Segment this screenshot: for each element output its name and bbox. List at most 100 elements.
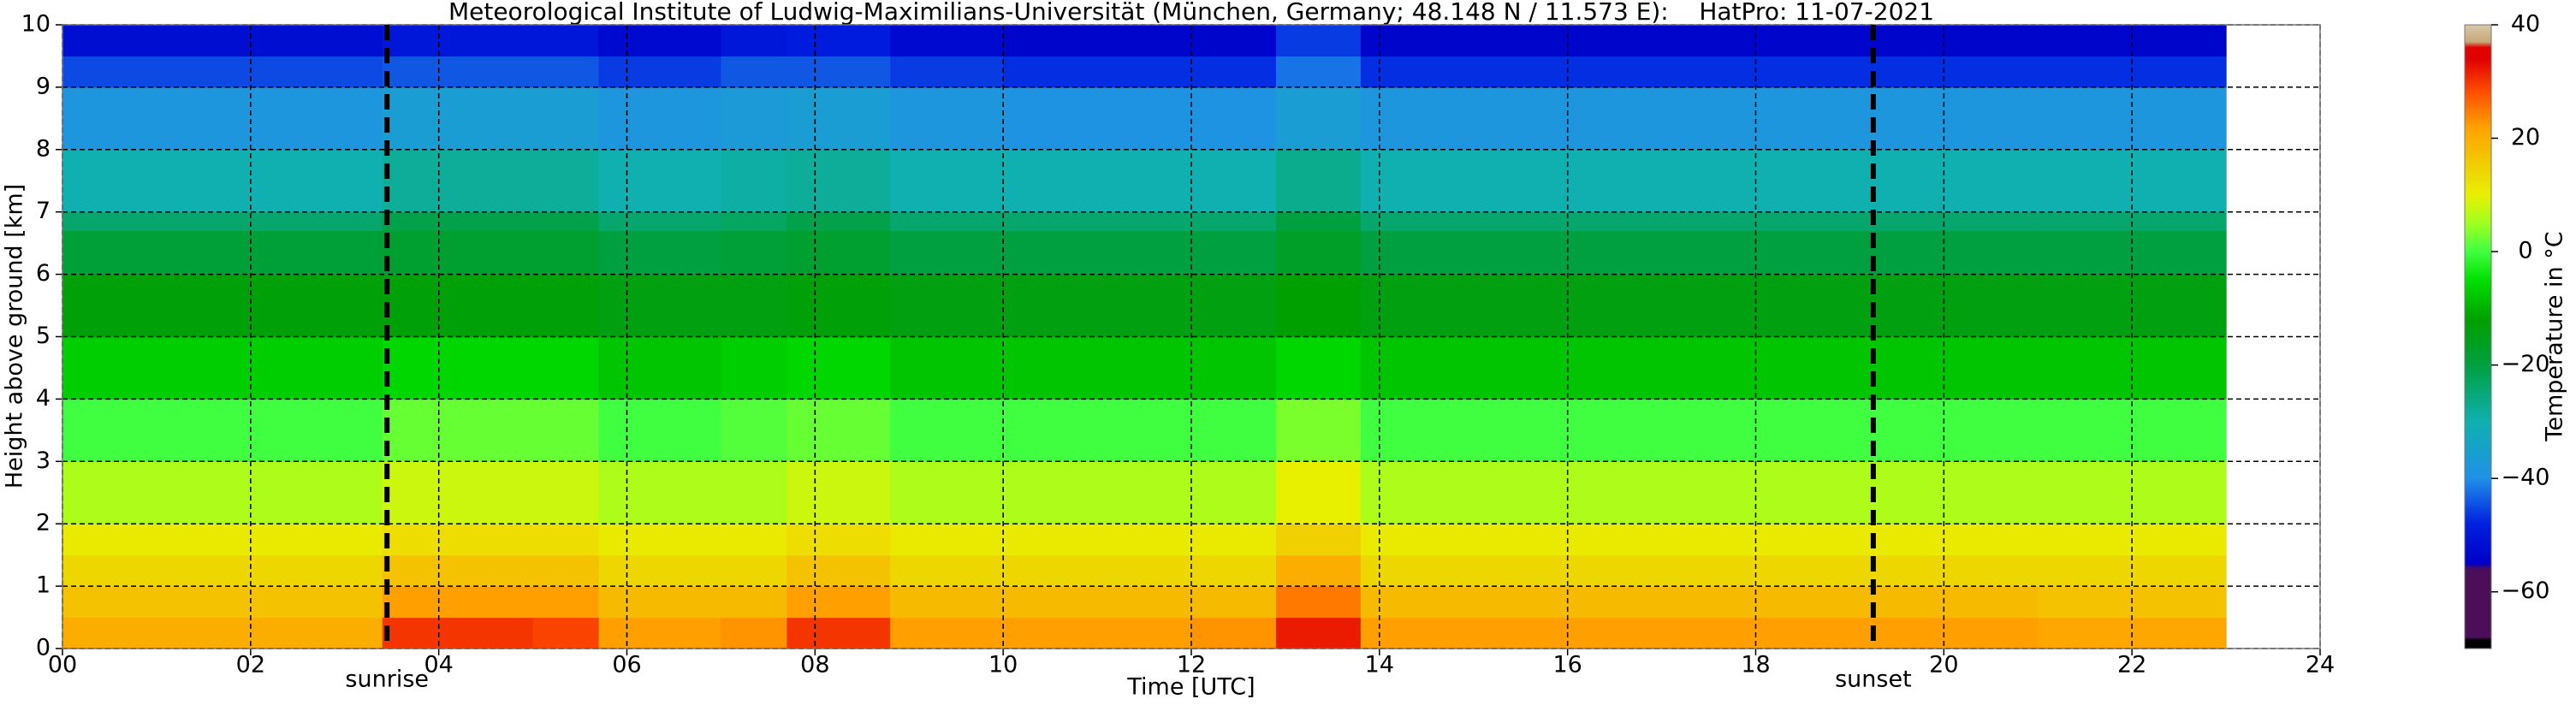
heat-cell xyxy=(721,461,787,524)
heat-cell xyxy=(598,554,722,587)
heat-cell xyxy=(1275,336,1362,400)
heat-cell xyxy=(1567,617,1869,649)
heat-cell xyxy=(2038,211,2227,232)
heat-cell xyxy=(1360,86,1569,151)
colorbar-tick-label: 20 xyxy=(2511,124,2540,151)
heat-cell xyxy=(382,617,440,649)
heat-cell xyxy=(156,25,252,57)
heat-cell xyxy=(1567,461,1869,524)
heat-cell xyxy=(1275,56,1362,88)
heat-cell xyxy=(62,86,157,151)
heat-cell xyxy=(598,399,722,462)
x-tick-label: 02 xyxy=(236,652,265,678)
heat-cell xyxy=(1567,56,1869,88)
heat-cell xyxy=(250,336,383,400)
heat-cell xyxy=(250,399,383,462)
y-tick-label: 10 xyxy=(21,11,50,38)
heat-cell xyxy=(1360,25,1569,57)
heat-cell xyxy=(1567,149,1869,213)
heat-cell xyxy=(598,211,722,232)
heat-cell xyxy=(1567,399,1869,462)
heat-cell xyxy=(1360,230,1569,275)
heat-cell xyxy=(532,86,600,151)
heat-cell xyxy=(1275,524,1362,556)
heat-cell xyxy=(890,56,1004,88)
heat-cell xyxy=(786,274,891,338)
heat-cell xyxy=(786,230,891,275)
heat-cell xyxy=(1191,461,1277,524)
heat-cell xyxy=(1275,586,1362,619)
heat-cell xyxy=(890,399,1004,462)
heat-cell xyxy=(438,211,534,232)
y-tick-label: 2 xyxy=(36,510,50,536)
heat-cell xyxy=(250,524,383,556)
x-tick-label: 00 xyxy=(48,652,77,678)
heat-cell xyxy=(890,230,1004,275)
heat-cell xyxy=(1360,336,1569,400)
heat-cell xyxy=(382,86,440,151)
heat-cell xyxy=(532,25,600,57)
x-tick-label: 04 xyxy=(424,652,453,678)
x-tick-label: 06 xyxy=(612,652,641,678)
y-tick-label: 8 xyxy=(36,135,50,162)
x-tick-label: 20 xyxy=(1929,652,1958,678)
heat-cell xyxy=(890,149,1004,213)
heat-cell xyxy=(598,617,722,649)
heat-cell xyxy=(1868,586,2039,619)
heat-cell xyxy=(382,56,440,88)
heat-cell xyxy=(1360,56,1569,88)
heat-cell xyxy=(1191,211,1277,232)
heat-cell xyxy=(382,554,440,587)
heat-cell xyxy=(890,274,1004,338)
heat-cell xyxy=(156,586,252,619)
y-tick-label: 5 xyxy=(36,323,50,349)
heat-cell xyxy=(1567,230,1869,275)
heat-cell xyxy=(1003,56,1192,88)
heat-cell xyxy=(438,274,534,338)
heat-cell xyxy=(890,524,1004,556)
heat-cell xyxy=(62,230,157,275)
x-tick-label: 16 xyxy=(1552,652,1582,678)
heat-cell xyxy=(1868,524,2039,556)
heat-cell xyxy=(786,149,891,213)
heat-cell xyxy=(532,586,600,619)
heat-cell xyxy=(786,25,891,57)
heat-cell xyxy=(1191,56,1277,88)
heat-cell xyxy=(1360,617,1569,649)
heat-cell xyxy=(1275,617,1362,649)
y-tick-label: 7 xyxy=(36,198,50,224)
heat-cell xyxy=(786,524,891,556)
heat-cell xyxy=(62,274,157,338)
heat-cell xyxy=(1003,617,1192,649)
x-tick-label: 18 xyxy=(1741,652,1770,678)
heat-cell xyxy=(598,86,722,151)
heat-cell xyxy=(382,524,440,556)
heat-cell xyxy=(532,336,600,400)
heat-cell xyxy=(156,399,252,462)
heat-cell xyxy=(156,86,252,151)
heat-cell xyxy=(1360,524,1569,556)
heat-cell xyxy=(1868,25,2039,57)
heat-cell xyxy=(890,617,1004,649)
heat-cell xyxy=(156,274,252,338)
heat-cell xyxy=(1191,274,1277,338)
heat-cell xyxy=(250,86,383,151)
heat-cell xyxy=(62,25,157,57)
heat-cell xyxy=(1275,149,1362,213)
annotation-label: sunrise xyxy=(345,666,429,693)
annotation-label: sunset xyxy=(1835,666,1912,693)
x-tick-label: 08 xyxy=(800,652,829,678)
heat-cell xyxy=(721,149,787,213)
heat-cell xyxy=(250,461,383,524)
heat-cell xyxy=(532,399,600,462)
heat-cell xyxy=(1868,274,2039,338)
heat-cell xyxy=(890,211,1004,232)
heat-cell xyxy=(1360,586,1569,619)
y-axis-label: Height above ground [km] xyxy=(2,184,28,489)
heat-cell xyxy=(598,56,722,88)
heat-cell xyxy=(598,274,722,338)
heat-cell xyxy=(1275,25,1362,57)
heat-cell xyxy=(382,399,440,462)
heat-cell xyxy=(250,617,383,649)
